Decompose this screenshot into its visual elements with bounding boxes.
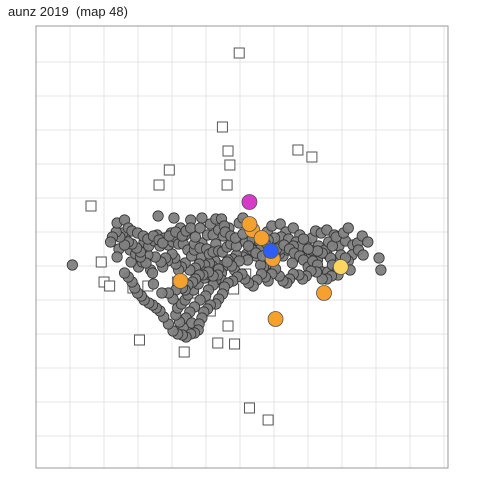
gray-point: [147, 278, 160, 290]
square-marker: [163, 164, 175, 176]
gray-point: [66, 259, 78, 271]
gray-point: [242, 240, 255, 252]
gray-point: [157, 237, 169, 249]
gray-point: [302, 243, 314, 255]
plot-border: [35, 25, 449, 469]
square-marker: [95, 256, 107, 268]
highlight-point-blue: [262, 243, 279, 259]
gray-point: [111, 251, 123, 263]
square-marker: [221, 179, 233, 191]
gray-point: [311, 245, 324, 257]
highlight-point-yellow: [332, 259, 349, 275]
square-marker: [233, 47, 245, 59]
chart-title: aunz 2019 (map 48): [8, 4, 128, 19]
gray-point: [375, 264, 387, 276]
square-marker: [306, 151, 318, 163]
square-marker: [229, 338, 241, 350]
highlight-point-orange: [172, 273, 189, 289]
gray-point: [373, 252, 385, 264]
gray-point: [342, 222, 354, 234]
gray-point: [287, 222, 299, 234]
gray-point: [362, 236, 374, 248]
highlight-point-orange: [267, 311, 284, 327]
highlight-point-orange: [253, 230, 270, 246]
square-marker: [262, 414, 274, 426]
square-marker: [222, 320, 234, 332]
highlight-point-orange: [316, 285, 332, 301]
gray-point: [274, 218, 286, 230]
gray-point: [168, 212, 180, 224]
plot-panel: [36, 26, 448, 468]
square-marker: [243, 402, 255, 414]
highlight-point-magenta: [241, 194, 258, 210]
gray-point: [221, 256, 233, 268]
gray-point: [146, 267, 159, 279]
gray-point: [189, 231, 201, 243]
gray-point: [297, 233, 310, 245]
square-marker: [212, 337, 224, 349]
gray-point: [118, 267, 131, 279]
square-marker: [224, 159, 236, 171]
gray-point: [104, 236, 117, 248]
gray-point: [194, 222, 206, 234]
square-marker: [178, 346, 190, 358]
gray-point: [156, 287, 168, 299]
square-marker: [153, 179, 165, 191]
gray-point: [357, 249, 369, 261]
square-marker: [85, 200, 97, 212]
square-marker: [292, 144, 304, 156]
square-marker: [216, 121, 228, 133]
square-marker: [222, 145, 234, 157]
highlight-point-orange: [241, 216, 258, 232]
square-marker: [104, 280, 116, 292]
gray-point: [152, 210, 164, 222]
square-marker: [133, 334, 145, 346]
